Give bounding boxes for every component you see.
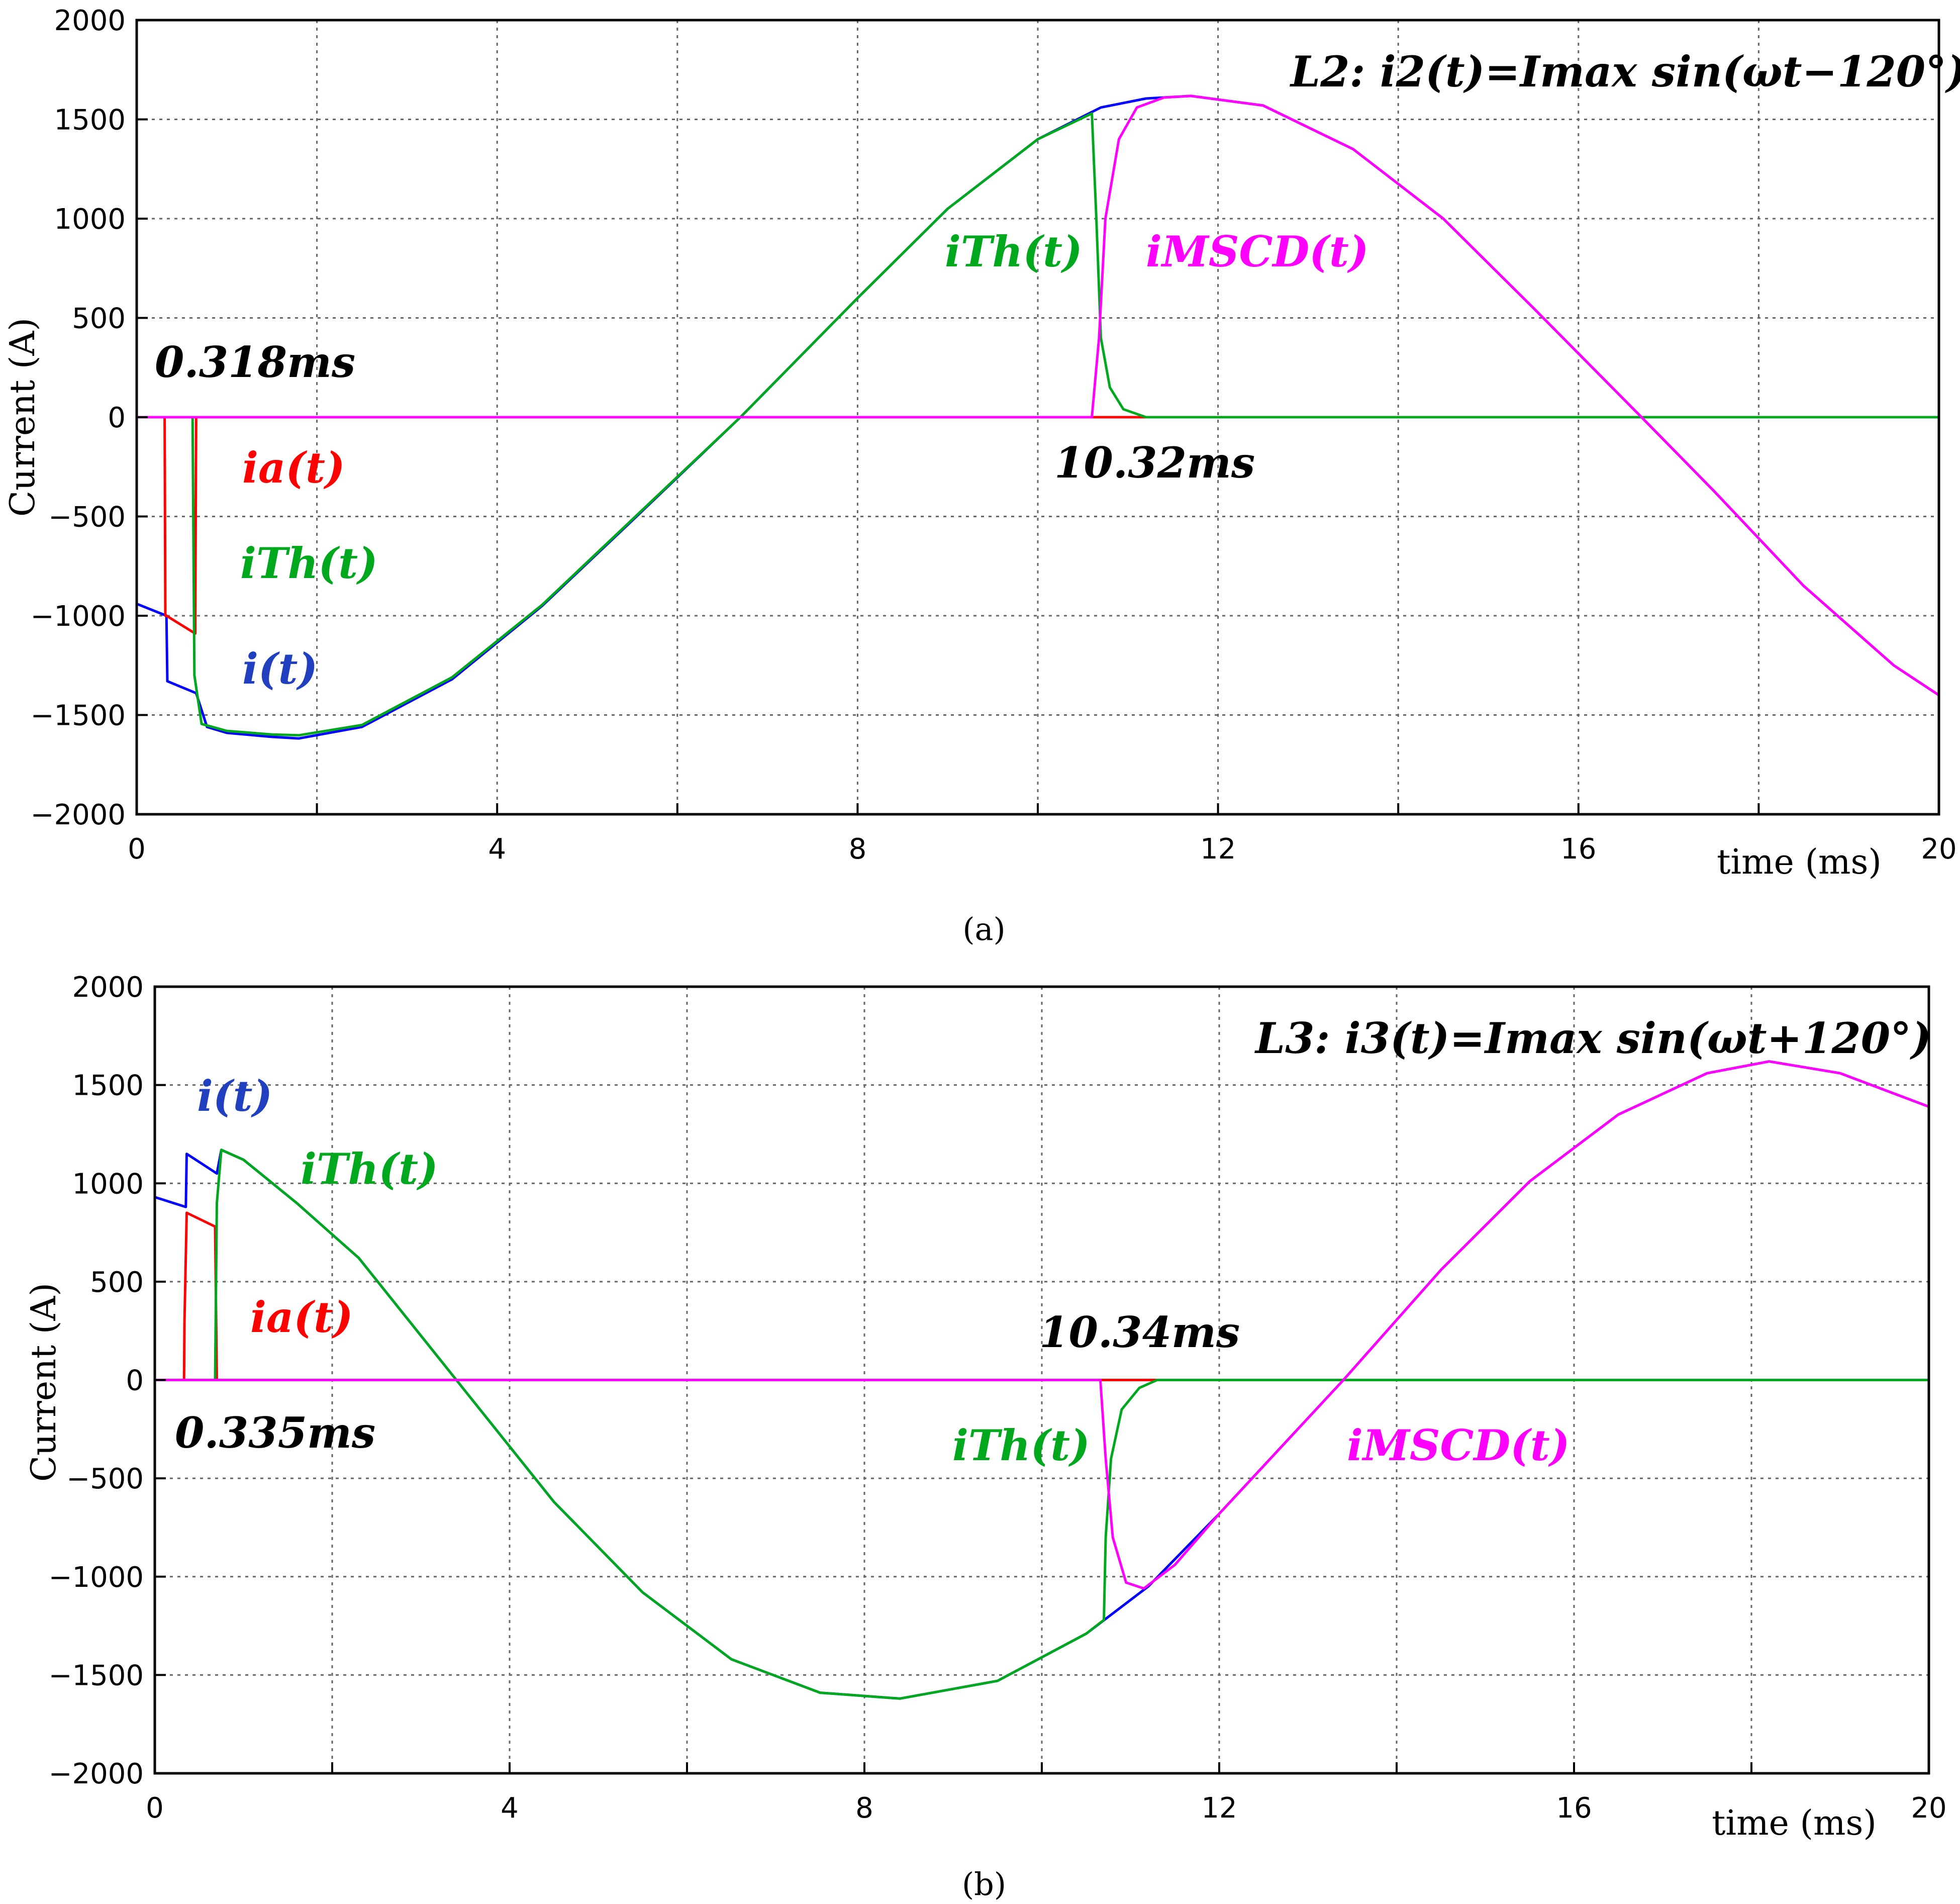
y-tick-label: 0 [126, 1365, 144, 1397]
y-tick-label: −2000 [49, 1758, 144, 1790]
x-tick-label: 8 [855, 1792, 873, 1825]
y-tick-label: 1000 [72, 1168, 144, 1200]
series-line-itht [155, 1149, 1929, 1700]
label-imscd-a: iMSCD(t) [1146, 227, 1369, 276]
caption-b: (b) [962, 1866, 1006, 1902]
label-ith-a1: iTh(t) [240, 538, 378, 588]
y-tick-label: −1500 [49, 1659, 144, 1692]
y-tick-label: −500 [48, 501, 126, 534]
x-tick-label: 12 [1201, 1792, 1237, 1825]
label-ith-a2: iTh(t) [945, 227, 1083, 276]
annotation-title-a: L2: i2(t)=Imax sin(ωt−120°) [1290, 47, 1960, 97]
label-imscd-b: iMSCD(t) [1347, 1420, 1570, 1470]
y-tick-label: 1500 [54, 104, 126, 137]
y-tick-label: −2000 [31, 799, 126, 831]
ylabel-a: Current (A) [3, 318, 43, 517]
y-tick-label: 0 [108, 402, 126, 434]
annotation-time-b1: 0.335ms [175, 1408, 375, 1458]
x-tick-label: 16 [1556, 1792, 1592, 1825]
xlabel-a: time (ms) [1717, 842, 1882, 882]
y-tick-label: −500 [66, 1463, 144, 1495]
y-tick-label: 1000 [54, 203, 126, 236]
xlabel-b: time (ms) [1712, 1803, 1877, 1843]
x-tick-label: 0 [146, 1792, 164, 1825]
series-a [136, 94, 1940, 740]
annotation-time-a2: 10.32ms [1054, 438, 1255, 488]
x-tick-label: 8 [849, 833, 867, 866]
y-tick-label: 500 [90, 1266, 144, 1299]
y-tick-label: −1000 [31, 600, 126, 633]
y-tick-label: −1500 [31, 700, 126, 732]
caption-a: (a) [962, 911, 1005, 947]
annotation-time-a1: 0.318ms [155, 337, 355, 387]
y-tick-label: 500 [72, 303, 126, 335]
x-tick-label: 20 [1911, 1792, 1946, 1825]
x-tick-label: 0 [128, 833, 146, 866]
series-b [154, 1060, 1929, 1700]
label-ia-b: ia(t) [250, 1292, 353, 1342]
ylabel-b: Current (A) [24, 1283, 64, 1482]
annotation-title-b: L3: i3(t)=Imax sin(ωt+120°) [1254, 1013, 1931, 1063]
label-i-a: i(t) [242, 644, 318, 694]
label-ia-a: ia(t) [242, 443, 345, 493]
y-tick-label: 2000 [54, 5, 126, 37]
y-tick-label: −1000 [49, 1561, 144, 1594]
x-tick-label: 4 [488, 833, 506, 866]
annotation-time-b2: 10.34ms [1039, 1307, 1240, 1357]
ticks-a: 0 4 8 12 16 20 2000 1500 1000 500 0 −500 −1000 −1500 −… [31, 5, 1957, 866]
ticks-b: 0 4 8 12 16 20 2000 1500 1000 500 0 −500 −1000 −1500 −… [49, 971, 1947, 1825]
series-line-itht [137, 112, 1939, 737]
x-tick-label: 12 [1200, 833, 1236, 866]
label-i-b: i(t) [197, 1071, 272, 1121]
series-line-imscdt [155, 1060, 1929, 1590]
y-tick-label: 2000 [72, 971, 144, 1004]
x-tick-label: 20 [1921, 833, 1956, 866]
panel-a: 0 4 8 12 16 20 2000 1500 1000 500 0 −500 −1000 −1500 −… [3, 5, 1960, 947]
label-ith-b2: iTh(t) [952, 1420, 1090, 1470]
label-ith-b1: iTh(t) [301, 1144, 438, 1194]
series-line-imscdt [137, 94, 1940, 697]
x-tick-label: 4 [501, 1792, 519, 1825]
y-tick-label: 1500 [72, 1070, 144, 1102]
panel-b: 0 4 8 12 16 20 2000 1500 1000 500 0 −500 −1000 −1500 −… [24, 971, 1947, 1902]
x-tick-label: 16 [1560, 833, 1596, 866]
